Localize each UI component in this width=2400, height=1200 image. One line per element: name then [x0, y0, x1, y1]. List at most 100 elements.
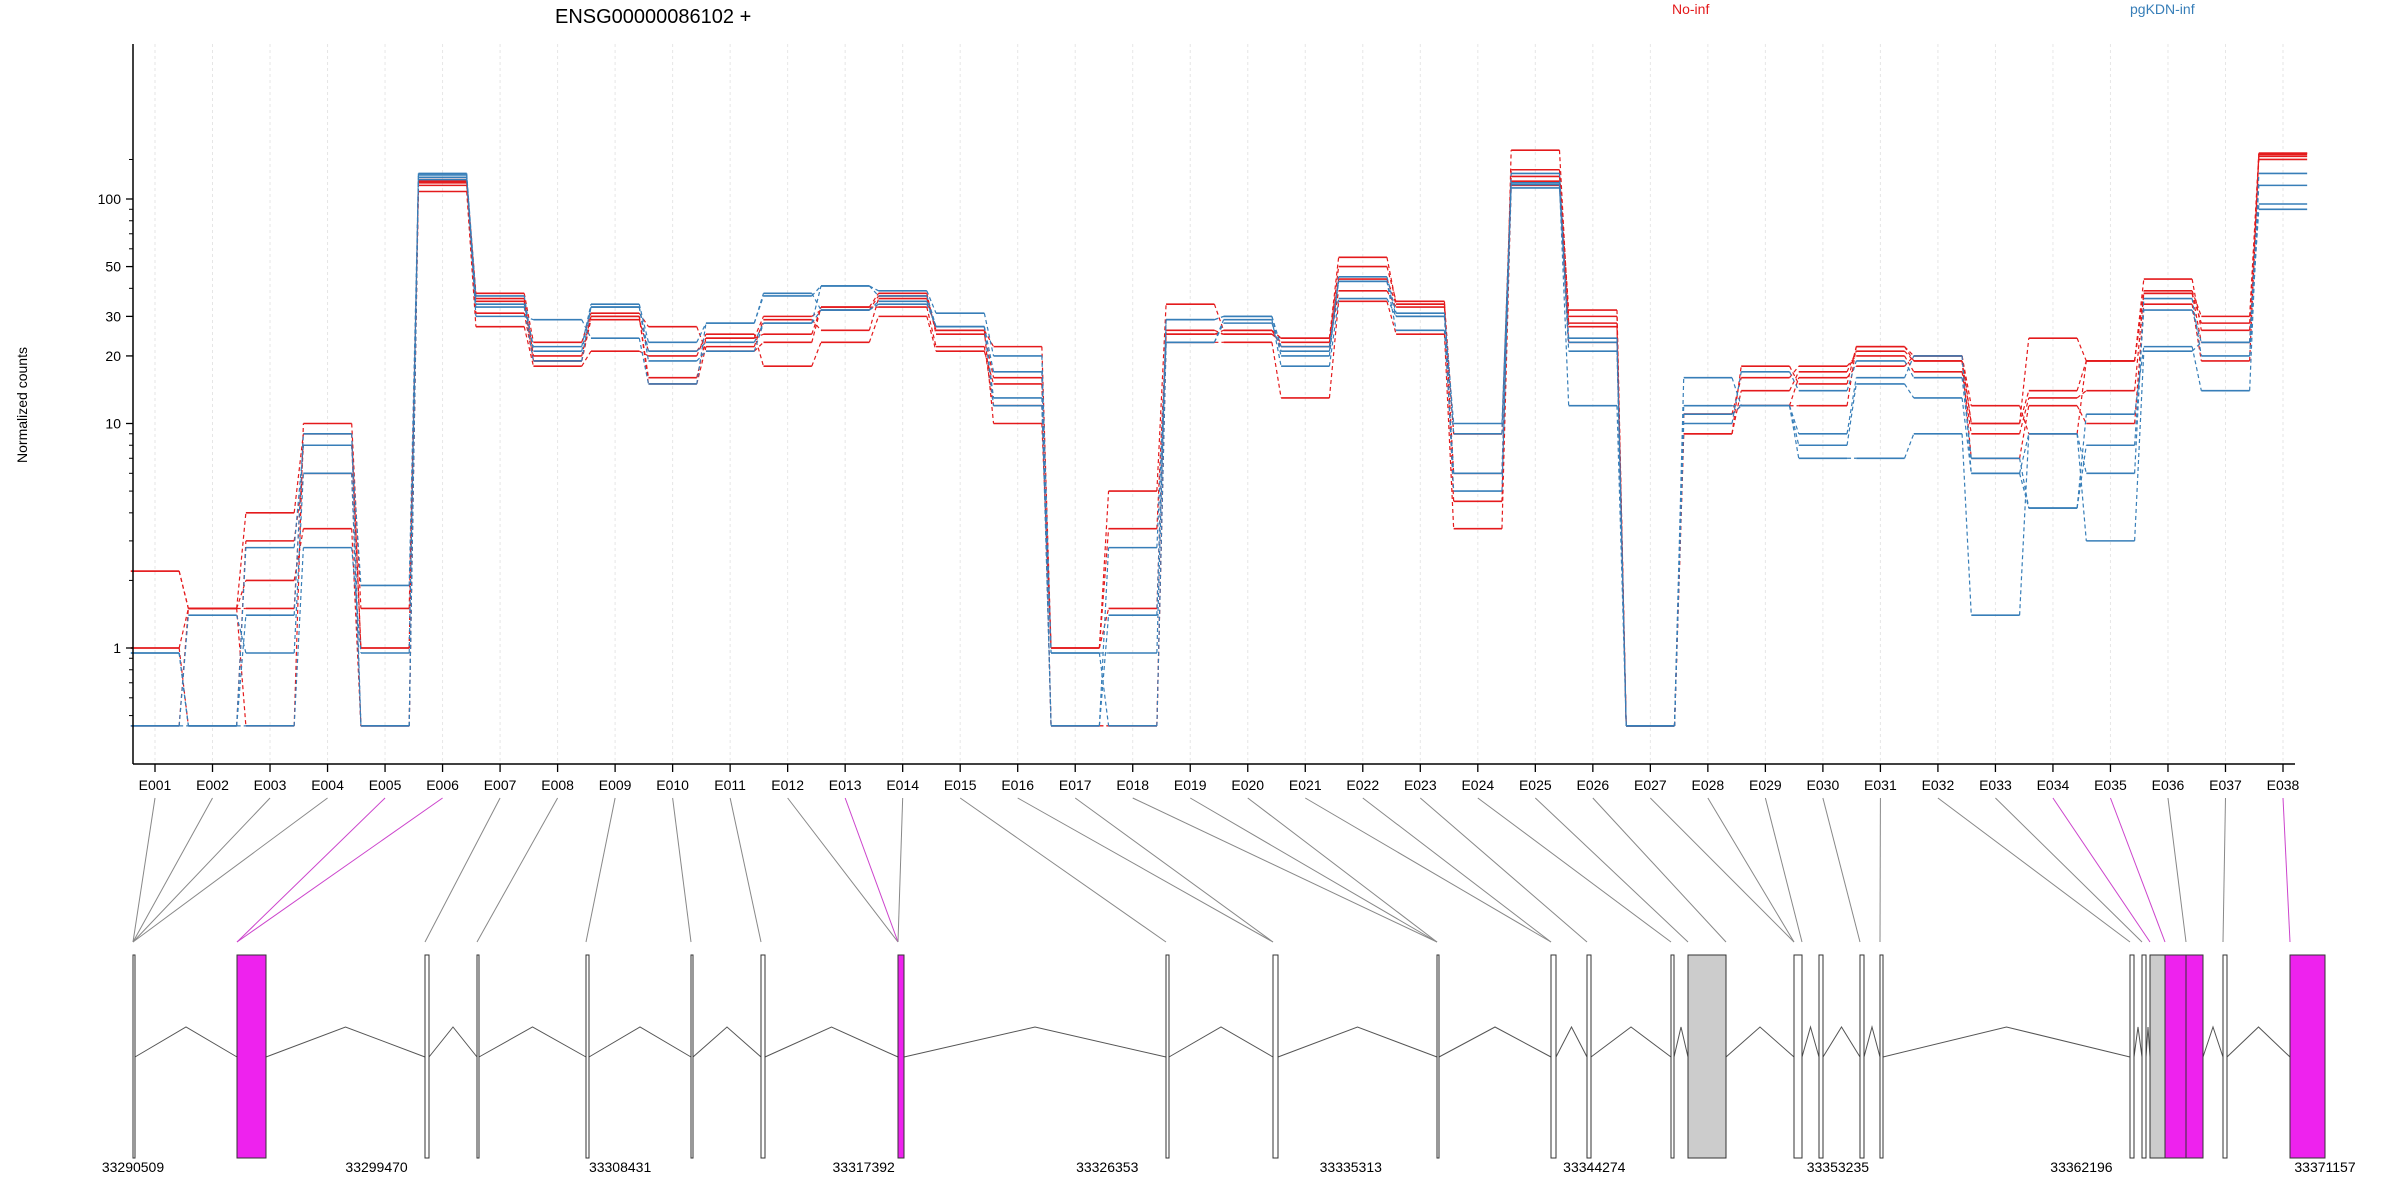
exon-box: [1687, 954, 1727, 1159]
exon-box: [1859, 954, 1865, 1159]
bin-connector-E029: [1764, 797, 1803, 943]
exon-connector-segment: [178, 652, 189, 726]
exon-box: [690, 954, 694, 1159]
x-tick-label: E008: [541, 777, 574, 793]
exon-connector-segment: [2134, 293, 2145, 362]
exon-connector-segment: [293, 445, 304, 548]
exon-connector-segment: [1904, 346, 1915, 357]
exon-box: [2141, 954, 2147, 1159]
exon-connector-segment: [696, 322, 707, 343]
exon-connector-segment: [638, 338, 650, 385]
exon-connector-segment: [2019, 397, 2030, 434]
exon-connector-segment: [2191, 341, 2202, 352]
exon-connector-segment: [811, 309, 822, 324]
intron: [692, 1026, 762, 1058]
exon-connector-segment: [581, 306, 592, 362]
exon-connector-segment: [2076, 390, 2087, 399]
coordinate-label: 33317392: [833, 1159, 896, 1175]
bin-connector-E026: [1592, 797, 1727, 943]
exon-connector-segment: [696, 350, 707, 362]
exon-connector-segment: [2134, 351, 2145, 541]
exon-connector-segment: [1501, 187, 1512, 474]
intron: [1673, 1026, 1689, 1058]
bin-connector-E011: [729, 797, 762, 943]
exon-connector-segment: [696, 341, 707, 352]
exon-connector-segment: [2018, 433, 2030, 616]
exon-connector-segment: [753, 316, 765, 339]
exon-connector-segment: [1386, 276, 1397, 314]
coordinate-label: 33362196: [2050, 1159, 2113, 1175]
x-tick-label: E002: [196, 777, 229, 793]
x-tick-label: E034: [2037, 777, 2070, 793]
exon-connector-segment: [2134, 293, 2145, 391]
exon-connector-segment: [1789, 365, 1800, 385]
intron: [2226, 1026, 2291, 1058]
bin-connector-E010: [672, 797, 692, 943]
exon-connector-segment: [811, 293, 822, 311]
exon-connector-segment: [1846, 377, 1857, 434]
exon-box: [585, 954, 590, 1159]
exon-connector-segment: [1328, 301, 1340, 398]
coordinate-label: 33299470: [345, 1159, 408, 1175]
bin-connector-E014: [897, 797, 904, 943]
x-tick-label: E024: [1461, 777, 1494, 793]
x-tick-label: E031: [1864, 777, 1897, 793]
exon-connector-segment: [1098, 615, 1110, 726]
bin-connector-E027: [1649, 797, 1795, 943]
y-tick-label: 30: [105, 308, 121, 324]
exon-connector-segment: [868, 285, 879, 297]
exon-connector-segment: [1214, 315, 1224, 321]
exon-connector-segment: [351, 445, 362, 586]
x-tick-label: E019: [1174, 777, 1207, 793]
x-tick-label: E007: [484, 777, 517, 793]
exon-connector-segment: [1903, 433, 1915, 459]
bin-connector-E003: [132, 797, 271, 943]
exon-connector-segment: [753, 341, 764, 352]
coordinate-label: 33353235: [1807, 1159, 1870, 1175]
exon-connector-segment: [1443, 316, 1455, 434]
exon-connector-segment: [2076, 433, 2087, 474]
exon-box: [2149, 954, 2166, 1159]
x-tick-label: E003: [254, 777, 287, 793]
exon-connector-segment: [1213, 303, 1225, 331]
exon-connector-segment: [1673, 405, 1685, 726]
bin-connector-E007: [424, 797, 501, 943]
exon-connector-segment: [2249, 154, 2260, 324]
x-tick-label: E004: [311, 777, 344, 793]
exon-box: [1818, 954, 1824, 1159]
exon-connector-segment: [1731, 405, 1742, 415]
bin-connector-E016: [1017, 797, 1274, 943]
exon-connector-segment: [1098, 528, 1110, 649]
x-tick-label: E028: [1692, 777, 1725, 793]
exon-connector-segment: [2191, 346, 2202, 391]
y-tick-label: 50: [105, 259, 121, 275]
exon-connector-segment: [983, 346, 995, 406]
exon-box: [2222, 954, 2228, 1159]
exon-connector-segment: [926, 295, 937, 327]
x-tick-label: E036: [2152, 777, 2185, 793]
exon-connector-segment: [638, 306, 650, 362]
x-tick-label: E030: [1807, 777, 1840, 793]
intron: [1555, 1025, 1588, 1058]
exon-connector-segment: [2191, 278, 2202, 331]
bin-connector-E036: [2167, 797, 2187, 943]
x-tick-label: E009: [599, 777, 632, 793]
exon-connector-segment: [2076, 433, 2087, 541]
exon-connector-segment: [1328, 281, 1340, 352]
exon-connector-segment: [983, 350, 995, 385]
exon-box: [897, 954, 905, 1159]
exon-connector-segment: [2249, 173, 2260, 391]
exon-connector-segment: [1098, 652, 1110, 726]
bin-connector-E008: [476, 797, 559, 943]
series-no-inf-3: [130, 152, 2308, 727]
exon-connector-segment: [2019, 390, 2030, 424]
vertical-grid: [154, 44, 2284, 764]
intron: [903, 1026, 1167, 1058]
y-axis-label: Normalized counts: [14, 347, 30, 463]
exon-connector-segment: [868, 298, 880, 331]
exon-connector-segment: [1846, 365, 1857, 379]
exon-connector-segment: [1788, 371, 1800, 391]
intron: [2202, 1025, 2224, 1058]
intron: [1168, 1026, 1274, 1058]
